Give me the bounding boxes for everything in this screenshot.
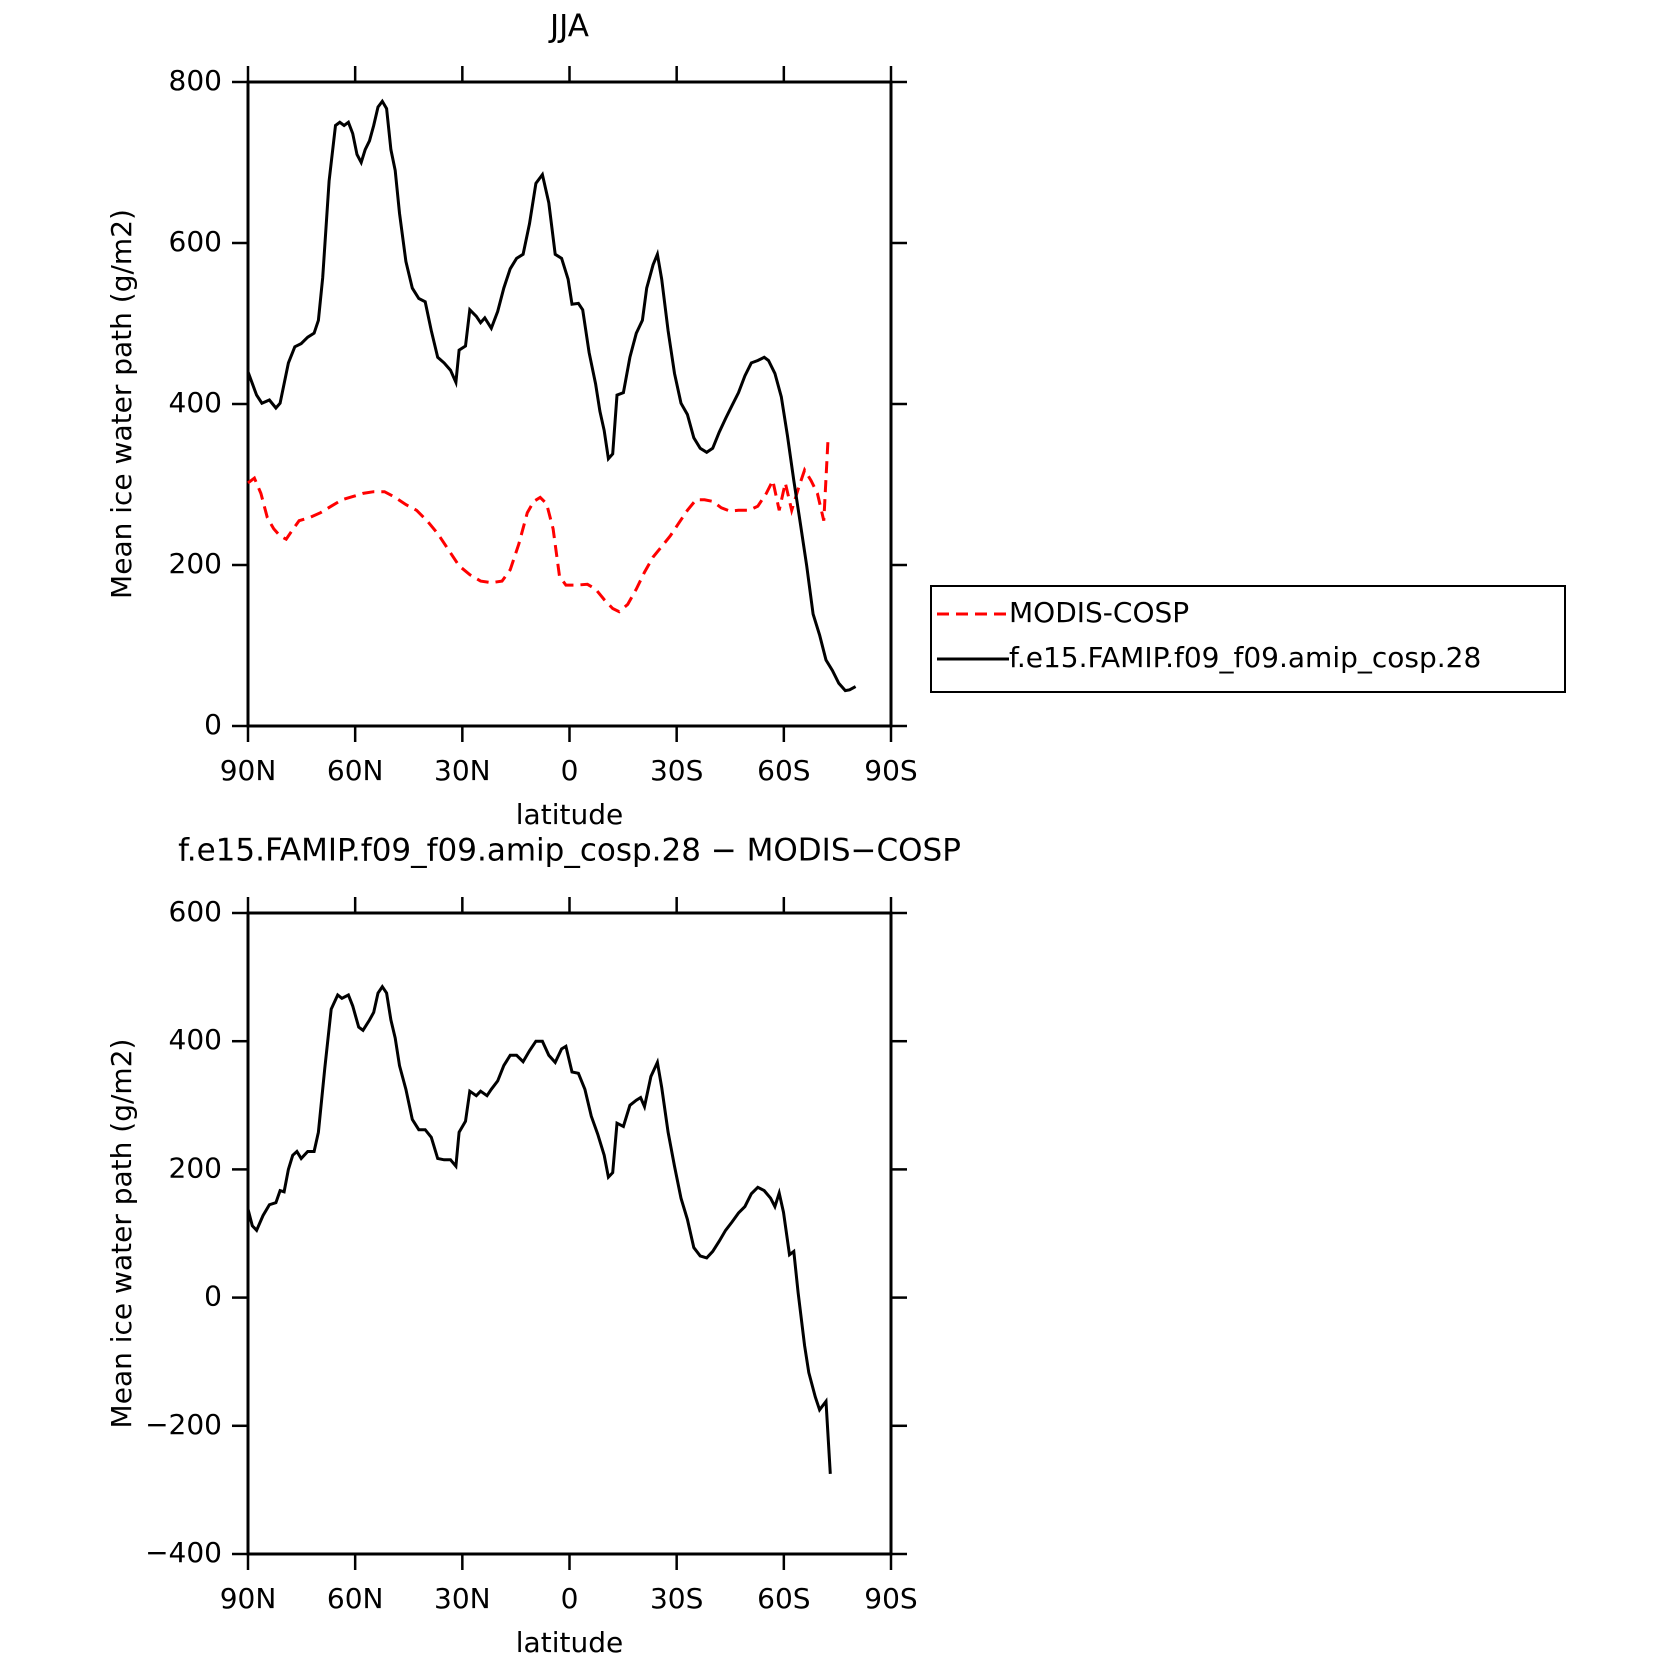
y-tick-label: 0 [204,1280,222,1313]
x-tick-label: 60N [327,1582,384,1615]
x-tick-label: 90N [220,1582,277,1615]
y-tick-label: 200 [169,547,222,580]
x-tick-label: 90N [220,754,277,787]
legend: MODIS-COSP f.e15.FAMIP.f09_f09.amip_cosp.… [930,585,1566,693]
x-tick-label: 90S [864,1582,917,1615]
y-tick-label: 200 [169,1151,222,1184]
y-axis-label: Mean ice water path (g/m2) [105,1039,138,1429]
y-tick-label: −400 [145,1536,222,1569]
y-tick-label: 800 [169,64,222,97]
x-tick-label: 30S [650,754,703,787]
y-tick-label: 400 [169,1023,222,1056]
data-line [246,984,832,1474]
plot-frame [246,80,893,728]
x-axis-label: latitude [516,1626,623,1659]
x-tick-label: 90S [864,754,917,787]
x-tick-label: 60S [757,754,810,787]
y-tick-label: 400 [169,386,222,419]
x-tick-label: 30S [650,1582,703,1615]
chart-title: f.e15.FAMIP.f09_f09.amip_cosp.28 − MODIS… [178,833,961,869]
plot-frame [246,911,893,1556]
y-tick-label: 600 [169,225,222,258]
chart-title: JJA [548,9,589,45]
x-tick-label: 60N [327,754,384,787]
legend-label: f.e15.FAMIP.f09_f09.amip_cosp.28 [1009,641,1481,674]
x-tick-label: 30N [434,754,491,787]
y-axis-label: Mean ice water path (g/m2) [105,209,138,599]
data-line [247,437,830,614]
x-tick-label: 60S [757,1582,810,1615]
x-axis-label: latitude [516,798,623,831]
x-tick-label: 30N [434,1582,491,1615]
legend-label: MODIS-COSP [1009,596,1189,629]
y-tick-label: −200 [145,1408,222,1441]
x-tick-label: 0 [561,1582,579,1615]
legend-box [930,585,1566,693]
y-tick-label: 600 [169,895,222,928]
x-tick-label: 0 [561,754,579,787]
data-line [246,98,857,693]
y-tick-label: 0 [204,708,222,741]
